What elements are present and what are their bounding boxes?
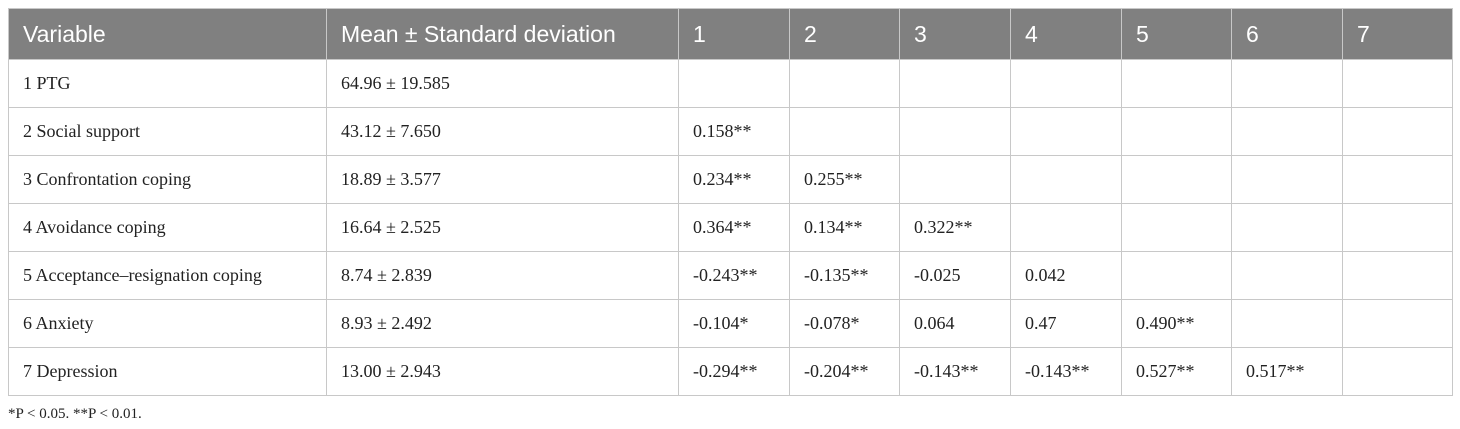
table-row: 7 Depression 13.00 ± 2.943 -0.294** -0.204*…	[8, 347, 1453, 396]
mean-sd-cell: 8.74 ± 2.839	[326, 251, 679, 300]
correlation-cell: -0.025	[899, 251, 1011, 300]
correlation-cell: -0.104*	[678, 299, 790, 348]
table-row: 4 Avoidance coping 16.64 ± 2.525 0.364** 0.…	[8, 203, 1453, 252]
table-row: 1 PTG 64.96 ± 19.585	[8, 59, 1453, 108]
correlation-cell: 0.364**	[678, 203, 790, 252]
correlation-cell: -0.143**	[1010, 347, 1122, 396]
mean-sd-cell: 43.12 ± 7.650	[326, 107, 679, 156]
empty-cell	[1121, 203, 1232, 252]
correlation-cell: 0.517**	[1231, 347, 1343, 396]
empty-cell	[899, 155, 1011, 204]
table-row: 5 Acceptance–resignation coping 8.74 ± 2.…	[8, 251, 1453, 300]
correlation-cell: -0.294**	[678, 347, 790, 396]
header-cell: 5	[1121, 8, 1232, 60]
empty-cell	[1231, 203, 1343, 252]
correlation-cell: 0.234**	[678, 155, 790, 204]
variable-cell: 4 Avoidance coping	[8, 203, 327, 252]
mean-sd-cell: 18.89 ± 3.577	[326, 155, 679, 204]
variable-cell: 1 PTG	[8, 59, 327, 108]
empty-cell	[1342, 203, 1453, 252]
mean-sd-cell: 13.00 ± 2.943	[326, 347, 679, 396]
mean-sd-cell: 16.64 ± 2.525	[326, 203, 679, 252]
correlation-cell: 0.47	[1010, 299, 1122, 348]
correlation-cell: 0.064	[899, 299, 1011, 348]
empty-cell	[789, 59, 900, 108]
empty-cell	[1231, 299, 1343, 348]
empty-cell	[1342, 155, 1453, 204]
empty-cell	[1231, 251, 1343, 300]
empty-cell	[1342, 107, 1453, 156]
correlation-cell: -0.078*	[789, 299, 900, 348]
table-row: 2 Social support 43.12 ± 7.650 0.158**	[8, 107, 1453, 156]
variable-cell: 2 Social support	[8, 107, 327, 156]
empty-cell	[1121, 251, 1232, 300]
empty-cell	[1121, 107, 1232, 156]
empty-cell	[1010, 155, 1122, 204]
table-body: 1 PTG 64.96 ± 19.585 2 Social support 43.12…	[8, 59, 1453, 396]
empty-cell	[678, 59, 790, 108]
header-cell: Mean ± Standard deviation	[326, 8, 679, 60]
empty-cell	[1010, 203, 1122, 252]
empty-cell	[1342, 251, 1453, 300]
empty-cell	[789, 107, 900, 156]
empty-cell	[1342, 299, 1453, 348]
header-cell: 1	[678, 8, 790, 60]
header-cell: Variable	[8, 8, 327, 60]
empty-cell	[1342, 59, 1453, 108]
table-row: 3 Confrontation coping 18.89 ± 3.577 0.234…	[8, 155, 1453, 204]
header-cell: 7	[1342, 8, 1453, 60]
correlation-cell: 0.158**	[678, 107, 790, 156]
header-row: Variable Mean ± Standard deviation 1 2 3 4 5 6 7	[8, 8, 1453, 60]
empty-cell	[1121, 155, 1232, 204]
header-cell: 3	[899, 8, 1011, 60]
correlation-cell: -0.135**	[789, 251, 900, 300]
mean-sd-cell: 64.96 ± 19.585	[326, 59, 679, 108]
empty-cell	[1010, 107, 1122, 156]
variable-cell: 5 Acceptance–resignation coping	[8, 251, 327, 300]
correlation-cell: 0.490**	[1121, 299, 1232, 348]
mean-sd-cell: 8.93 ± 2.492	[326, 299, 679, 348]
correlation-cell: 0.255**	[789, 155, 900, 204]
footnote: *P < 0.05. **P < 0.01.	[8, 406, 142, 422]
correlation-cell: -0.204**	[789, 347, 900, 396]
variable-cell: 6 Anxiety	[8, 299, 327, 348]
correlation-cell: 0.527**	[1121, 347, 1232, 396]
empty-cell	[1010, 59, 1122, 108]
correlation-cell: 0.042	[1010, 251, 1122, 300]
correlation-cell: -0.143**	[899, 347, 1011, 396]
empty-cell	[899, 59, 1011, 108]
correlation-cell: 0.322**	[899, 203, 1011, 252]
header-cell: 4	[1010, 8, 1122, 60]
variable-cell: 3 Confrontation coping	[8, 155, 327, 204]
correlation-table: Variable Mean ± Standard deviation 1 2 3 4 5 6 7…	[8, 8, 1453, 396]
header-cell: 6	[1231, 8, 1343, 60]
correlation-cell: 0.134**	[789, 203, 900, 252]
correlation-cell: -0.243**	[678, 251, 790, 300]
table-row: 6 Anxiety 8.93 ± 2.492 -0.104* -0.078* 0.064…	[8, 299, 1453, 348]
empty-cell	[899, 107, 1011, 156]
empty-cell	[1231, 59, 1343, 108]
header-cell: 2	[789, 8, 900, 60]
empty-cell	[1121, 59, 1232, 108]
variable-cell: 7 Depression	[8, 347, 327, 396]
empty-cell	[1231, 107, 1343, 156]
empty-cell	[1342, 347, 1453, 396]
empty-cell	[1231, 155, 1343, 204]
